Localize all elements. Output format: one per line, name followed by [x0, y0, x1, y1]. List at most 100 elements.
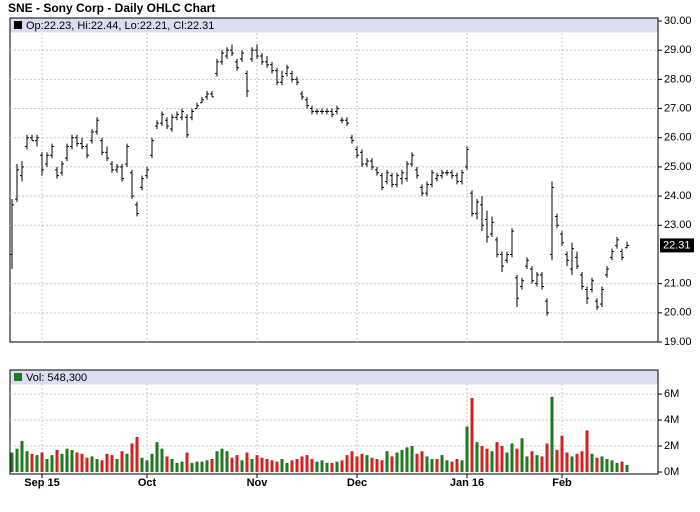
volume-bar [450, 461, 454, 472]
volume-bar [605, 459, 609, 472]
volume-bar [460, 460, 464, 472]
volume-bar [230, 457, 234, 472]
volume-bar [485, 448, 489, 472]
volume-bar [285, 462, 289, 472]
volume-bar [20, 440, 24, 472]
volume-bar [470, 397, 474, 472]
volume-bar [270, 460, 274, 472]
volume-bar [400, 449, 404, 472]
y-tick-label: 27.00 [664, 102, 692, 114]
price-legend-icon [14, 21, 22, 29]
volume-bar [550, 396, 554, 472]
volume-bar [40, 452, 44, 472]
volume-bar [50, 455, 54, 472]
volume-bar [395, 452, 399, 472]
x-tick-label: Feb [552, 477, 572, 489]
volume-bar [315, 461, 319, 472]
y2-tick-label: 0M [664, 466, 679, 478]
x-tick-label: Oct [138, 477, 157, 489]
volume-bar [15, 448, 19, 472]
volume-bar [10, 452, 14, 472]
volume-bar [35, 455, 39, 472]
volume-bar [425, 456, 429, 472]
volume-bar [565, 452, 569, 472]
volume-bar [625, 464, 629, 472]
volume-bar [405, 447, 409, 472]
volume-bar [220, 448, 224, 472]
y-tick-label: 30.00 [664, 15, 692, 27]
volume-bar [355, 456, 359, 472]
volume-bar [80, 453, 84, 472]
last-price-box [660, 238, 694, 253]
y-tick-label: 25.00 [664, 161, 692, 173]
volume-bar [170, 459, 174, 472]
volume-bar [165, 456, 169, 472]
volume-bar [615, 462, 619, 472]
volume-bar [505, 452, 509, 472]
volume-bar [475, 442, 479, 472]
y-tick-label: 21.00 [664, 278, 692, 290]
x-tick-label: Dec [347, 477, 367, 489]
volume-bar [575, 453, 579, 472]
volume-bar [525, 456, 529, 472]
price-legend: Op:22.23, Hi:22.44, Lo:22.21, Cl:22.31 [26, 20, 214, 32]
y-tick-label: 20.00 [664, 307, 692, 319]
volume-bar [480, 446, 484, 472]
volume-bar [385, 451, 389, 472]
y2-tick-label: 2M [664, 440, 679, 452]
volume-bar [325, 462, 329, 472]
volume-bar [175, 462, 179, 472]
volume-bar [340, 460, 344, 472]
volume-bar [145, 460, 149, 472]
volume-bar [65, 448, 69, 472]
volume-bar [190, 462, 194, 472]
volume-bar [465, 426, 469, 472]
volume-bar [30, 453, 34, 472]
last-price-label: 22.31 [663, 239, 691, 251]
volume-bar [590, 453, 594, 472]
volume-bar [610, 460, 614, 472]
volume-bar [435, 459, 439, 472]
volume-bar [335, 461, 339, 472]
volume-bar [260, 457, 264, 472]
volume-bar [530, 451, 534, 472]
volume-bar [445, 460, 449, 472]
volume-panel [9, 369, 659, 475]
volume-bar [305, 455, 309, 472]
volume-bar [320, 460, 324, 472]
volume-bar [115, 459, 119, 472]
volume-bar [540, 456, 544, 472]
volume-bar [75, 452, 79, 472]
volume-bar [515, 448, 519, 472]
volume-bar [375, 459, 379, 472]
volume-bar [390, 456, 394, 472]
x-tick-label: Sep 15 [24, 477, 59, 489]
volume-bar [620, 461, 624, 472]
volume-bar [500, 446, 504, 472]
volume-bar [200, 461, 204, 472]
volume-bar [520, 438, 524, 472]
volume-bar [265, 459, 269, 472]
volume-bar [310, 459, 314, 472]
volume-bar [150, 453, 154, 472]
volume-bar [545, 443, 549, 472]
volume-bar [155, 442, 159, 472]
volume-bar [25, 451, 29, 472]
volume-bar [85, 457, 89, 472]
volume-bar [205, 460, 209, 472]
volume-bar [490, 451, 494, 472]
volume-bar [495, 442, 499, 472]
volume-bar [160, 448, 164, 472]
volume-bar [300, 456, 304, 472]
volume-bar [415, 453, 419, 472]
price-legend-band [10, 18, 658, 33]
volume-bar [330, 462, 334, 472]
volume-bar [105, 453, 109, 472]
y-tick-label: 24.00 [664, 190, 692, 202]
volume-bar [360, 453, 364, 472]
volume-bar [60, 453, 64, 472]
volume-bar [370, 457, 374, 472]
volume-bar [600, 456, 604, 472]
volume-bar [380, 460, 384, 472]
